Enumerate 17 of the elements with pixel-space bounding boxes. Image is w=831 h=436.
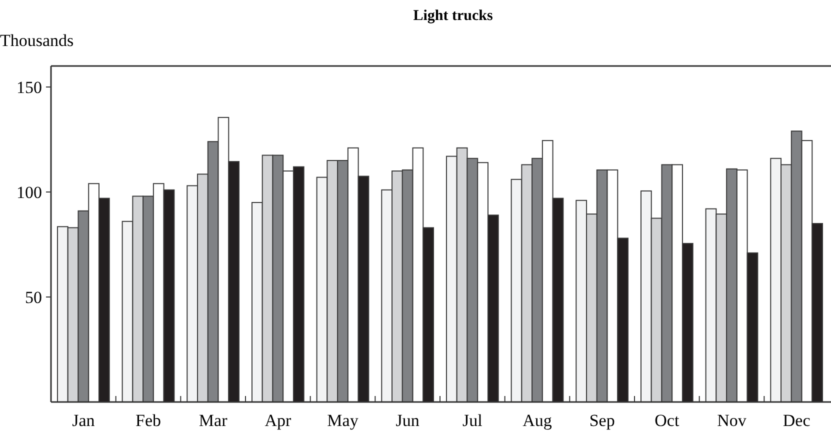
x-tick-label: Aug (522, 411, 552, 430)
x-tick-label: Oct (654, 411, 680, 430)
y-tick-label: 100 (16, 182, 42, 202)
chart-title: Light trucks (413, 8, 493, 24)
x-tick-label: Sep (589, 411, 615, 430)
y-axis-title: Thousands (0, 31, 74, 50)
x-tick-label: Mar (198, 411, 228, 430)
x-tick-label: Apr (264, 411, 292, 430)
x-tick-label: Jul (462, 411, 483, 430)
x-tick-label: Jan (72, 411, 96, 430)
y-tick-label: 150 (16, 78, 42, 97)
y-tick-label: 50 (25, 288, 42, 307)
x-tick-label: Jun (396, 411, 420, 430)
x-tick-label: Feb (136, 411, 161, 430)
x-tick-label: May (327, 411, 359, 430)
x-tick-label: Nov (717, 411, 747, 430)
x-tick-label: Dec (782, 411, 811, 430)
